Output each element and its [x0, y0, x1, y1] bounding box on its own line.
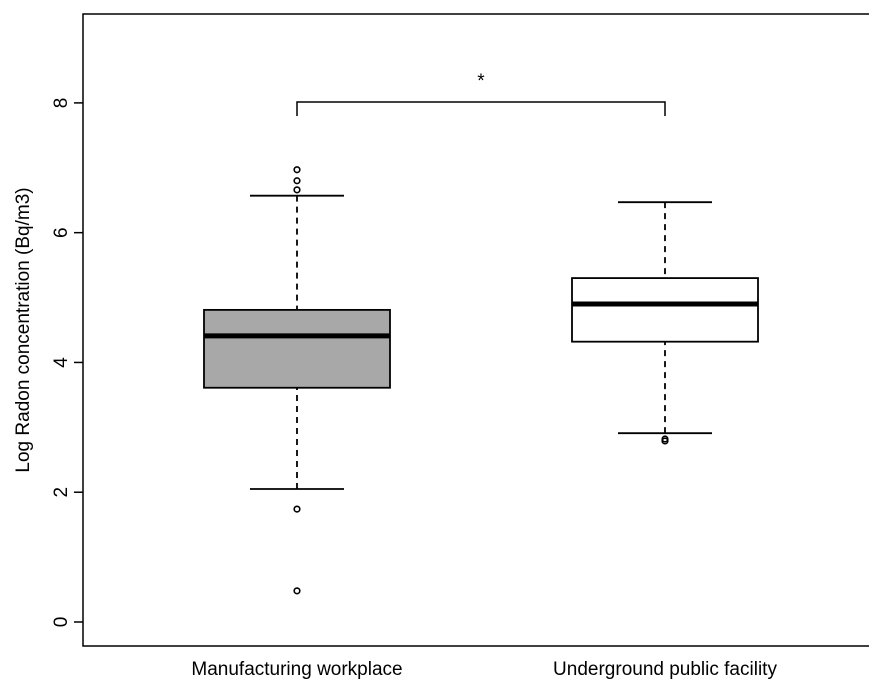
y-tick-label: 0: [51, 617, 72, 628]
significance-bracket: [296, 101, 666, 116]
outlier: [293, 177, 301, 185]
y-tick-label: 8: [51, 98, 72, 109]
x-tick-label: Manufacturing workplace: [191, 659, 402, 680]
plot-frame: [82, 13, 869, 647]
box: [571, 277, 759, 343]
y-tick-label: 4: [51, 357, 72, 368]
significance-mark: *: [477, 71, 485, 92]
outlier: [293, 587, 301, 595]
outlier: [661, 437, 669, 445]
y-axis-label: Log Radon concentration (Bq/m3): [13, 187, 34, 472]
outlier: [293, 505, 301, 513]
y-tick-label: 6: [51, 227, 72, 238]
y-tick-label: 2: [51, 487, 72, 498]
x-tick-label: Underground public facility: [553, 659, 777, 680]
outlier: [293, 186, 301, 194]
outlier: [293, 166, 301, 174]
box: [203, 308, 391, 389]
